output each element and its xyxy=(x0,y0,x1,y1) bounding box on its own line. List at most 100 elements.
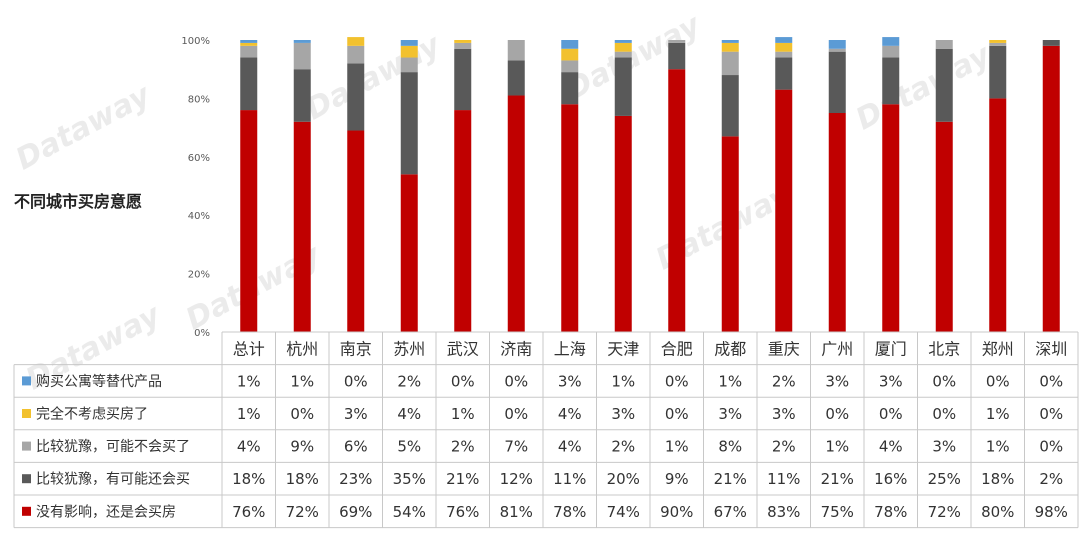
bar-segment xyxy=(400,72,418,175)
table-cell: 35% xyxy=(393,470,426,488)
bar-segment xyxy=(507,95,525,332)
bar-segment xyxy=(454,48,472,111)
bar-segment xyxy=(293,69,311,122)
category-label: 总计 xyxy=(233,339,265,358)
bar-segment xyxy=(240,110,258,332)
bar-segment xyxy=(935,40,953,49)
table-cell: 78% xyxy=(874,503,907,521)
bar-segment xyxy=(240,42,258,46)
bar-segment xyxy=(721,42,739,52)
bar-segment xyxy=(935,121,953,332)
chart-title: 不同城市买房意愿 xyxy=(14,192,143,211)
bar-segment xyxy=(882,45,900,58)
bar-segment xyxy=(935,48,953,122)
table-cell: 69% xyxy=(339,503,372,521)
legend-swatch xyxy=(22,474,31,484)
table-cell: 2% xyxy=(397,372,421,390)
table-cell: 76% xyxy=(446,503,479,521)
bar-segment xyxy=(882,57,900,105)
table-cell: 0% xyxy=(1039,372,1063,390)
table-cell: 20% xyxy=(607,470,640,488)
category-label: 广州 xyxy=(821,339,853,358)
table-cell: 8% xyxy=(718,438,742,456)
table-cell: 90% xyxy=(660,503,693,521)
table-cell: 78% xyxy=(553,503,586,521)
bar-segment xyxy=(828,113,846,332)
table-cell: 3% xyxy=(344,405,368,423)
category-label: 苏州 xyxy=(393,339,425,358)
table-cell: 0% xyxy=(879,405,903,423)
bar-segment xyxy=(989,40,1007,43)
legend-swatch xyxy=(22,376,31,386)
bar-segment xyxy=(347,130,365,332)
category-label: 厦门 xyxy=(875,339,907,358)
table-cell: 0% xyxy=(504,405,528,423)
table-cell: 0% xyxy=(665,372,689,390)
table-cell: 0% xyxy=(1039,438,1063,456)
category-label: 上海 xyxy=(554,339,586,358)
bar-segment xyxy=(614,51,632,58)
table-cell: 16% xyxy=(874,470,907,488)
bar-segment xyxy=(561,40,579,49)
category-label: 南京 xyxy=(340,339,372,358)
table-cell: 75% xyxy=(821,503,854,521)
bar-segment xyxy=(614,40,632,43)
legend-swatch xyxy=(22,409,31,418)
category-label: 重庆 xyxy=(768,339,800,358)
bar-segment xyxy=(721,136,739,332)
legend-swatch xyxy=(22,506,31,516)
table-cell: 3% xyxy=(879,372,903,390)
bar-segment xyxy=(347,37,365,46)
bar-segment xyxy=(454,110,472,332)
table-cell: 9% xyxy=(290,438,314,456)
table-cell: 12% xyxy=(500,470,533,488)
bar-segment xyxy=(989,98,1007,333)
table-cell: 0% xyxy=(1039,405,1063,423)
table-cell: 0% xyxy=(451,372,475,390)
bar-segment xyxy=(454,42,472,49)
table-cell: 76% xyxy=(232,503,265,521)
table-cell: 1% xyxy=(825,438,849,456)
bar-segment xyxy=(454,40,472,43)
bar-segment xyxy=(561,104,579,333)
bar-segment xyxy=(721,51,739,76)
bar-segment xyxy=(240,45,258,58)
table-cell: 81% xyxy=(500,503,533,521)
bar-segment xyxy=(347,45,365,64)
table-cell: 0% xyxy=(344,372,368,390)
bar-segment xyxy=(668,40,686,43)
bar-segment xyxy=(614,115,632,332)
y-tick-label: 60% xyxy=(188,153,210,164)
bar-segment xyxy=(775,42,793,52)
category-label: 深圳 xyxy=(1035,339,1067,358)
table-cell: 54% xyxy=(393,503,426,521)
table-cell: 1% xyxy=(718,372,742,390)
table-cell: 3% xyxy=(611,405,635,423)
table-cell: 1% xyxy=(237,405,261,423)
table-cell: 0% xyxy=(932,372,956,390)
category-label: 成都 xyxy=(714,339,746,358)
bar-segment xyxy=(293,42,311,70)
bar-segment xyxy=(561,48,579,61)
table-cell: 25% xyxy=(928,470,961,488)
table-cell: 11% xyxy=(767,470,800,488)
table-cell: 0% xyxy=(665,405,689,423)
category-label: 天津 xyxy=(607,339,639,358)
category-label: 北京 xyxy=(928,339,960,358)
table-cell: 4% xyxy=(237,438,261,456)
table-cell: 1% xyxy=(986,438,1010,456)
table-cell: 2% xyxy=(451,438,475,456)
table-cell: 80% xyxy=(981,503,1014,521)
bar-segment xyxy=(240,40,258,43)
category-label: 济南 xyxy=(500,339,532,358)
y-tick-label: 20% xyxy=(188,270,210,281)
legend-label: 比较犹豫，可能不会买了 xyxy=(36,439,190,455)
category-label: 郑州 xyxy=(982,339,1014,358)
bar-segment xyxy=(347,63,365,131)
table-cell: 4% xyxy=(558,405,582,423)
table-cell: 1% xyxy=(665,438,689,456)
table-cell: 98% xyxy=(1035,503,1068,521)
bar-segment xyxy=(775,37,793,43)
bar-segment xyxy=(882,104,900,333)
